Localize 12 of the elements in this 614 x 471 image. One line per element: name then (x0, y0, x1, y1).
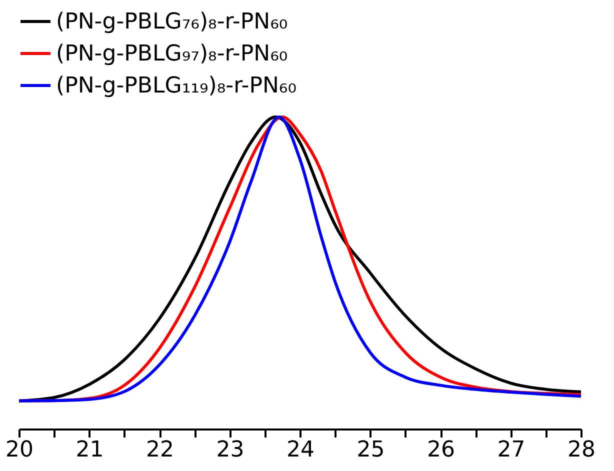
x-tick-label: 24 (286, 438, 314, 462)
legend-label: (PN-g-PBLG₉₇)₈-r-PN₆₀ (56, 42, 288, 66)
x-tick-label: 22 (146, 438, 174, 462)
x-tick-label: 25 (356, 438, 385, 462)
x-tick-label: 21 (76, 438, 104, 462)
x-tick-label: 26 (427, 438, 455, 462)
x-tick-label: 20 (6, 438, 34, 462)
x-tick-label: 23 (216, 438, 244, 462)
x-tick-label: 27 (497, 438, 526, 462)
legend-label: (PN-g-PBLG₁₁₉)₈-r-PN₆₀ (56, 74, 297, 98)
legend-label: (PN-g-PBLG₇₆)₈-r-PN₆₀ (56, 10, 288, 34)
x-tick-label: 28 (568, 438, 596, 462)
